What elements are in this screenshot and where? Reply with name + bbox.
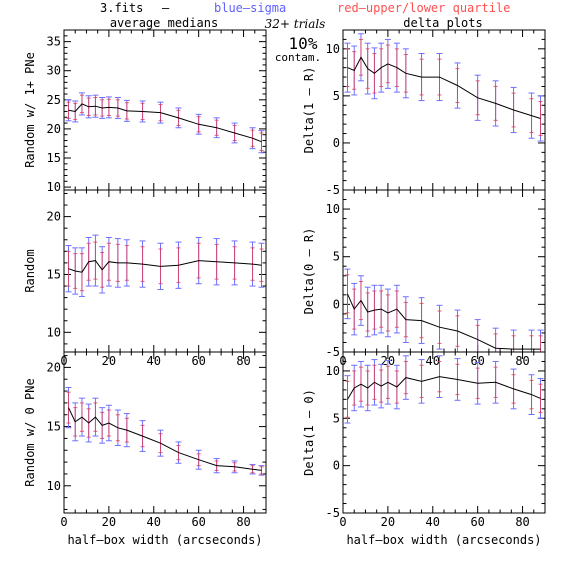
x-tick-label: 60	[470, 354, 484, 368]
legend-blue-sigma: blue–sigma	[214, 1, 286, 15]
y-tick-label: 20	[47, 360, 61, 374]
chart-panel-1: 10 15 20 25 30 35 Random w/ 1+ PNe	[23, 29, 267, 194]
median-series-line	[347, 293, 541, 350]
y-tick-label: 5	[333, 250, 340, 264]
y-tick-label: 10	[326, 364, 340, 378]
x-tick-label: 40	[147, 354, 161, 368]
plot-area	[344, 33, 544, 142]
x-tick-label: 80	[515, 354, 529, 368]
x-tick-label: 40	[147, 515, 161, 529]
contamination-word: contam.	[275, 51, 321, 64]
y-tick-label: 15	[47, 420, 61, 434]
left-column-heading: average medians	[110, 16, 218, 30]
y-axis-label: Random	[23, 249, 37, 292]
legend-red-quartile: red–upper/lower quartile	[337, 1, 510, 15]
median-series-line	[68, 103, 262, 143]
y-tick-label: 0	[333, 297, 340, 311]
plot-area	[65, 92, 265, 154]
median-series-line	[68, 260, 262, 273]
x-tick-label: 40	[426, 515, 440, 529]
y-axis-label: Delta(1 – 0)	[302, 389, 316, 476]
y-tick-label: 20	[47, 210, 61, 224]
y-tick-label: 10	[47, 180, 61, 194]
axes-frame	[63, 351, 267, 514]
x-tick-label: 80	[515, 515, 529, 529]
x-tick-label: 0	[60, 515, 67, 529]
y-tick-label: 5	[333, 411, 340, 425]
y-tick-label: 10	[47, 479, 61, 493]
file-label: 3.fits	[100, 1, 143, 15]
axes-frame	[63, 189, 267, 353]
trials-label: 32+ trials	[265, 17, 326, 31]
y-tick-label: -5	[326, 345, 340, 359]
y-tick-label: 0	[333, 459, 340, 473]
x-axis-label: half–box width (arcseconds)	[346, 533, 541, 547]
median-series-line	[347, 56, 541, 119]
y-tick-label: -5	[326, 183, 340, 197]
x-tick-label: 20	[102, 515, 116, 529]
axes-frame	[342, 351, 546, 514]
median-series-line	[68, 407, 262, 471]
median-series-line	[347, 376, 541, 400]
chart-panel-4: -5 0 5 10 Delta(1 – R)	[302, 29, 546, 197]
chart-panel-3: 10 15 20 0 20 40 60 80 Random w/ 0 PNe half–box w…	[23, 351, 267, 547]
x-tick-label: 80	[236, 515, 250, 529]
y-tick-label: 30	[47, 64, 61, 78]
x-tick-label: 80	[236, 354, 250, 368]
y-tick-label: 10	[326, 42, 340, 56]
right-column-heading: delta plots	[403, 16, 482, 30]
y-axis-label: Random w/ 1+ PNe	[23, 52, 37, 168]
y-axis-label: Delta(1 – R)	[302, 67, 316, 154]
axes-frame	[63, 29, 267, 191]
contamination-percent: 10%	[289, 34, 318, 53]
plot-area	[65, 234, 265, 297]
y-tick-label: 35	[47, 35, 61, 49]
x-tick-label: 40	[426, 354, 440, 368]
y-tick-label: 25	[47, 93, 61, 107]
x-tick-label: 60	[191, 354, 205, 368]
y-tick-label: 20	[47, 122, 61, 136]
y-axis-label: Random w/ 0 PNe	[23, 378, 37, 486]
file-dash: –	[162, 1, 170, 15]
x-tick-label: 20	[102, 354, 116, 368]
y-tick-label: 10	[47, 325, 61, 339]
y-axis-label: Delta(0 – R)	[302, 228, 316, 315]
plot-area	[344, 355, 544, 424]
x-tick-label: 60	[191, 515, 205, 529]
x-axis-label: half–box width (arcseconds)	[67, 533, 262, 547]
plot-area	[65, 387, 265, 476]
y-tick-label: 5	[333, 89, 340, 103]
x-tick-label: 60	[470, 515, 484, 529]
y-tick-label: 15	[47, 151, 61, 165]
y-tick-label: 15	[47, 267, 61, 281]
x-tick-label: 0	[339, 515, 346, 529]
y-tick-label: -5	[326, 506, 340, 520]
x-tick-label: 20	[381, 515, 395, 529]
plot-area	[344, 268, 544, 352]
y-tick-label: 0	[333, 136, 340, 150]
y-tick-label: 10	[326, 202, 340, 216]
